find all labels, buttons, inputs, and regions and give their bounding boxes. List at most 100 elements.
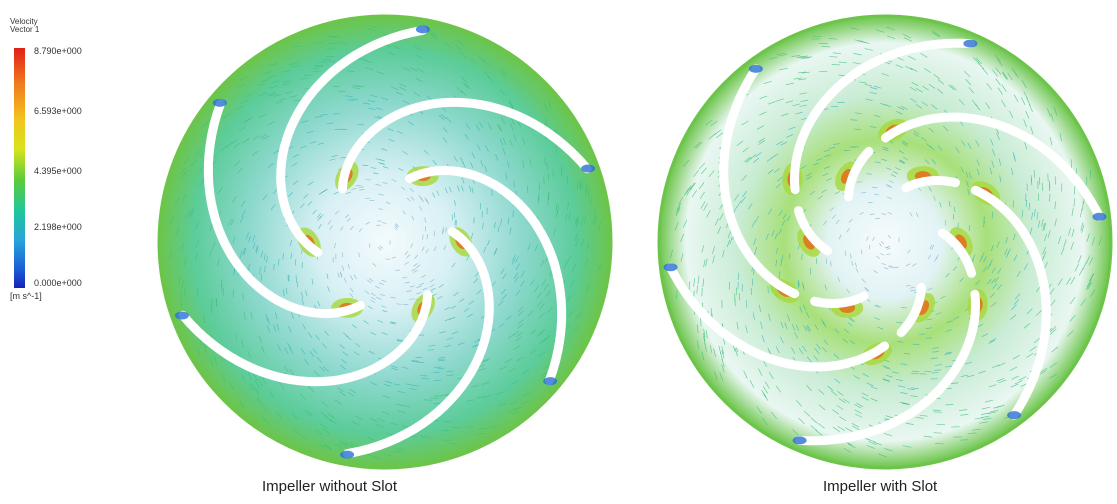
legend-tick-min: 0.000e+000 [34, 278, 82, 288]
velocity-vector [1007, 72, 1013, 81]
velocity-vector [827, 385, 834, 391]
velocity-vector [961, 140, 966, 147]
velocity-vector [442, 127, 448, 133]
velocity-vector [438, 114, 445, 121]
velocity-vector [933, 195, 936, 201]
velocity-vector [300, 77, 309, 80]
velocity-vector [507, 160, 510, 169]
velocity-vector [755, 215, 760, 223]
blade-tip-low-velocity [581, 164, 596, 173]
velocity-vector [757, 368, 763, 376]
velocity-vector [909, 86, 917, 92]
velocity-vector [402, 276, 408, 279]
velocity-vector [375, 184, 381, 186]
velocity-vector [457, 39, 465, 46]
velocity-vector [755, 152, 762, 158]
velocity-vector [237, 83, 246, 89]
velocity-vector [311, 278, 314, 285]
velocity-vector [869, 126, 877, 129]
velocity-vector [356, 85, 364, 88]
velocity-vector [376, 71, 384, 75]
velocity-vector [742, 191, 748, 198]
velocity-vector [924, 159, 930, 164]
velocity-vector [368, 350, 375, 355]
velocity-vector [402, 150, 409, 155]
velocity-vector [585, 187, 587, 196]
velocity-vector [875, 29, 885, 33]
velocity-vector [565, 213, 568, 222]
velocity-vector [1012, 233, 1016, 241]
velocity-vector [718, 345, 722, 355]
velocity-vector [817, 195, 823, 200]
velocity-vector [784, 322, 788, 330]
velocity-vector [544, 117, 548, 127]
velocity-vector [444, 318, 451, 322]
velocity-vector [1012, 354, 1020, 360]
velocity-vector [853, 375, 860, 380]
velocity-vector [1073, 186, 1076, 195]
velocity-vector [540, 260, 545, 268]
velocity-vector [717, 226, 722, 234]
velocity-vector [248, 264, 250, 272]
velocity-vector [768, 101, 776, 105]
velocity-vector [832, 426, 841, 432]
velocity-vector [262, 194, 268, 201]
velocity-vector [1069, 314, 1076, 322]
velocity-vector [471, 384, 479, 388]
velocity-vector [317, 300, 321, 307]
velocity-vector [848, 317, 853, 322]
velocity-vector [397, 340, 404, 342]
velocity-vector [843, 447, 852, 453]
legend-tick-2: 6.593e+000 [34, 106, 82, 116]
velocity-vector [339, 344, 345, 349]
velocity-vector [426, 199, 430, 205]
velocity-vector [896, 378, 904, 382]
blade-outer-segment [789, 38, 975, 195]
velocity-vector [897, 106, 905, 111]
velocity-vector [383, 453, 393, 457]
velocity-vector [555, 203, 558, 212]
velocity-vector [937, 79, 945, 85]
velocity-vector [919, 414, 928, 417]
velocity-vector [1014, 293, 1021, 300]
velocity-vector [775, 385, 782, 393]
velocity-vector [997, 87, 1003, 95]
velocity-vector [959, 277, 964, 283]
velocity-vectors [669, 26, 1103, 458]
blade-inner-segment [844, 146, 874, 202]
velocity-vector [201, 121, 209, 128]
velocity-vector [476, 289, 482, 295]
velocity-vector [471, 152, 476, 159]
velocity-vector [991, 148, 996, 156]
velocity-vector [907, 388, 915, 391]
velocity-vector [571, 264, 577, 272]
velocity-vector [1050, 112, 1054, 122]
velocity-vector [700, 167, 707, 175]
impeller-blade [178, 290, 433, 387]
velocity-vector [208, 249, 212, 258]
velocity-vector [1049, 288, 1055, 295]
velocity-vector [425, 248, 429, 254]
velocity-vector [885, 184, 891, 187]
velocity-vector [1080, 208, 1083, 218]
velocity-vector [515, 263, 520, 270]
velocity-vector [1066, 277, 1072, 285]
velocity-vector [346, 217, 351, 222]
velocity-vector [910, 395, 918, 397]
velocity-vector [198, 179, 205, 187]
velocity-vector [403, 67, 411, 72]
velocity-vector [950, 382, 959, 385]
velocity-vector [362, 102, 370, 105]
velocity-vector [960, 166, 964, 173]
velocity-vector [892, 371, 900, 374]
velocity-vector [928, 83, 936, 89]
velocity-vector [337, 387, 344, 393]
velocity-vector [496, 123, 501, 131]
velocity-vector [933, 73, 941, 80]
velocity-vector [517, 119, 522, 128]
velocity-vector [817, 422, 825, 429]
velocity-vector [508, 409, 518, 413]
velocity-vector [905, 65, 913, 71]
velocity-vector [887, 185, 893, 189]
blade-tip-low-velocity [212, 98, 227, 107]
